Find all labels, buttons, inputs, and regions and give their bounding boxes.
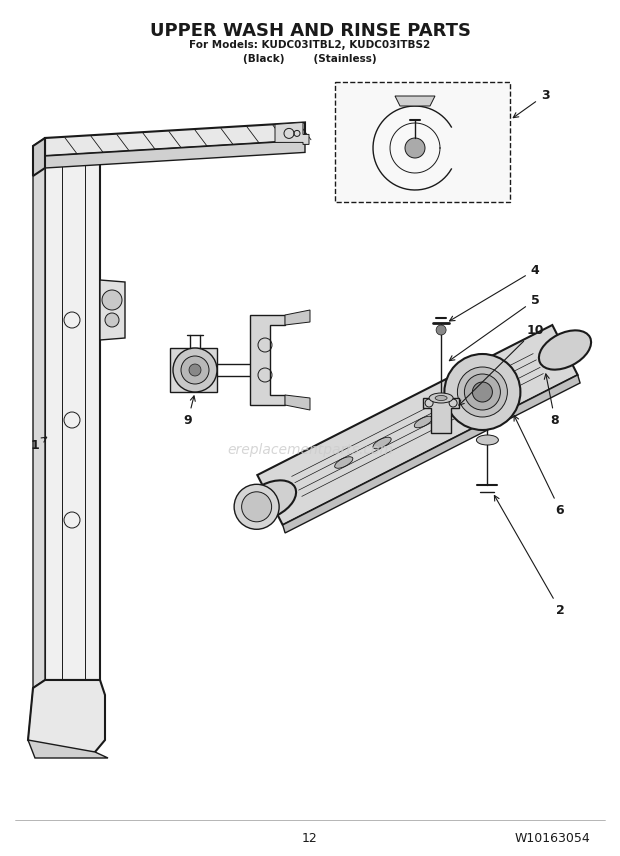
Text: 4: 4 [450, 264, 539, 321]
Polygon shape [45, 122, 305, 156]
Ellipse shape [414, 416, 433, 428]
Ellipse shape [429, 393, 453, 403]
Circle shape [464, 374, 500, 410]
Polygon shape [100, 280, 125, 340]
Ellipse shape [234, 484, 279, 529]
Polygon shape [275, 122, 309, 145]
Circle shape [105, 313, 119, 327]
Text: 1: 1 [30, 437, 46, 451]
Text: 9: 9 [184, 396, 195, 426]
Text: UPPER WASH AND RINSE PARTS: UPPER WASH AND RINSE PARTS [149, 22, 471, 40]
Circle shape [436, 325, 446, 335]
Polygon shape [45, 138, 100, 680]
Polygon shape [28, 680, 105, 752]
Ellipse shape [453, 396, 471, 408]
Circle shape [181, 356, 209, 384]
Text: 6: 6 [514, 416, 564, 516]
Polygon shape [250, 315, 285, 405]
Polygon shape [257, 325, 578, 525]
Polygon shape [285, 310, 310, 325]
Text: 2: 2 [494, 496, 564, 616]
Circle shape [102, 290, 122, 310]
Polygon shape [33, 138, 45, 688]
Text: 10: 10 [459, 324, 544, 405]
Ellipse shape [435, 395, 447, 401]
Ellipse shape [251, 363, 259, 377]
FancyBboxPatch shape [335, 82, 510, 202]
Text: 5: 5 [450, 294, 539, 360]
Text: (Black)        (Stainless): (Black) (Stainless) [243, 54, 377, 64]
Text: ereplacementparts.com: ereplacementparts.com [227, 443, 393, 457]
Polygon shape [285, 395, 310, 410]
Polygon shape [395, 96, 435, 106]
Polygon shape [423, 398, 459, 433]
Ellipse shape [244, 480, 296, 520]
Circle shape [173, 348, 217, 392]
Text: 12: 12 [302, 831, 318, 845]
Circle shape [405, 138, 425, 158]
Polygon shape [45, 140, 305, 168]
Circle shape [189, 364, 201, 376]
Text: 3: 3 [513, 88, 549, 117]
Circle shape [445, 354, 520, 430]
Polygon shape [170, 348, 217, 392]
Text: 8: 8 [544, 374, 559, 426]
Text: W10163054: W10163054 [514, 831, 590, 845]
Ellipse shape [335, 457, 353, 468]
Ellipse shape [242, 492, 272, 522]
Text: For Models: KUDC03ITBL2, KUDC03ITBS2: For Models: KUDC03ITBL2, KUDC03ITBS2 [189, 40, 431, 50]
Ellipse shape [373, 437, 391, 449]
Circle shape [472, 382, 492, 402]
Polygon shape [28, 740, 108, 758]
Polygon shape [33, 138, 45, 176]
Ellipse shape [539, 330, 591, 370]
Ellipse shape [476, 435, 498, 445]
Circle shape [458, 367, 507, 417]
Polygon shape [283, 375, 580, 533]
